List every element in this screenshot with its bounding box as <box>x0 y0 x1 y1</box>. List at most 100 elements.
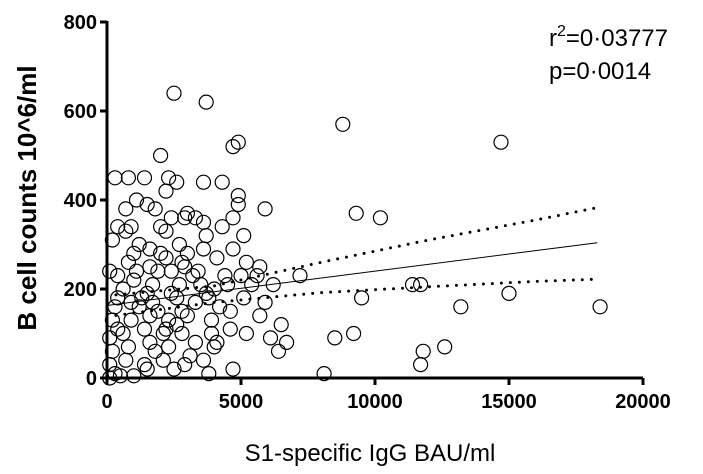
data-point <box>104 312 121 328</box>
data-point <box>145 277 161 293</box>
data-point <box>104 232 121 248</box>
data-point <box>214 174 230 190</box>
y-tick-label: 200 <box>64 279 97 301</box>
data-point <box>225 361 241 377</box>
data-point <box>453 299 469 315</box>
data-point <box>195 174 212 190</box>
data-point <box>493 134 509 150</box>
data-point <box>187 334 203 350</box>
data-point <box>316 366 332 382</box>
data-point <box>120 170 136 186</box>
p-value-annotation: p=0·0014 <box>549 58 651 85</box>
data-point <box>158 250 174 266</box>
data-point <box>110 268 126 284</box>
data-point <box>501 285 517 301</box>
data-point <box>142 308 158 324</box>
y-tick-label: 0 <box>86 368 97 390</box>
data-point <box>346 325 362 342</box>
data-point <box>147 201 163 217</box>
data-point <box>142 241 158 257</box>
data-point <box>110 290 126 306</box>
data-point <box>198 285 214 301</box>
data-point <box>126 272 142 288</box>
data-point <box>150 303 166 319</box>
x-tick-label: 5000 <box>219 391 264 413</box>
data-point <box>592 299 608 315</box>
data-point <box>265 277 281 293</box>
data-point <box>120 254 136 270</box>
data-point <box>177 357 193 373</box>
data-point <box>273 317 289 333</box>
data-point <box>169 317 185 333</box>
data-point <box>171 277 187 293</box>
data-point <box>174 325 190 342</box>
data-point <box>201 290 217 306</box>
r-squared-superscript: 2 <box>557 23 566 40</box>
data-point <box>107 299 123 315</box>
data-point <box>118 201 134 217</box>
data-point <box>163 210 179 226</box>
data-point <box>230 134 246 150</box>
data-point <box>158 183 174 199</box>
data-point <box>128 192 145 208</box>
data-point <box>179 308 195 324</box>
data-point <box>225 139 241 155</box>
data-point <box>236 228 252 244</box>
data-point <box>292 268 308 284</box>
data-point <box>415 343 431 359</box>
r-squared-value: =0·03777 <box>566 25 668 52</box>
y-tick-label: 400 <box>64 190 97 212</box>
data-point <box>209 334 225 350</box>
data-point <box>126 245 142 261</box>
data-point <box>206 339 222 355</box>
data-point <box>115 281 131 297</box>
data-point <box>225 241 241 257</box>
data-point <box>174 254 190 270</box>
data-point <box>102 330 118 346</box>
data-point <box>155 325 171 342</box>
data-point <box>187 294 203 310</box>
data-point <box>139 196 155 213</box>
data-point <box>437 339 453 355</box>
data-point <box>209 250 225 266</box>
data-point <box>155 352 171 368</box>
x-axis-title: S1-specific IgG BAU/ml <box>245 440 496 467</box>
data-point <box>142 334 158 350</box>
x-tick-label: 15000 <box>481 391 537 413</box>
data-point <box>169 174 185 190</box>
r-squared-annotation: r2=0·03777 <box>549 23 668 52</box>
r-squared-base: r <box>549 25 557 52</box>
data-points <box>102 85 608 386</box>
data-point <box>198 94 214 110</box>
data-point <box>179 205 195 221</box>
plot-lines <box>105 206 599 319</box>
data-point <box>115 325 131 342</box>
data-point <box>193 277 209 293</box>
data-point <box>153 219 169 235</box>
data-point <box>161 339 177 355</box>
data-point <box>279 334 295 350</box>
data-point <box>257 294 273 310</box>
data-point <box>123 294 139 310</box>
data-point <box>214 219 230 235</box>
data-point <box>230 188 246 204</box>
data-point <box>171 236 187 253</box>
confidence-band-lower <box>105 277 599 319</box>
data-point <box>238 254 254 270</box>
data-point <box>327 330 343 346</box>
data-point <box>150 263 166 279</box>
data-point <box>233 268 249 284</box>
data-point <box>413 277 429 293</box>
data-point <box>185 268 201 284</box>
data-point <box>126 368 142 384</box>
y-tick-label: 600 <box>64 101 97 123</box>
data-point <box>257 201 273 217</box>
confidence-band-upper <box>105 206 599 298</box>
data-point <box>120 339 136 355</box>
data-point <box>195 352 212 368</box>
data-point <box>153 245 169 261</box>
data-point <box>161 312 177 328</box>
data-point <box>102 357 118 373</box>
data-point <box>335 116 351 132</box>
